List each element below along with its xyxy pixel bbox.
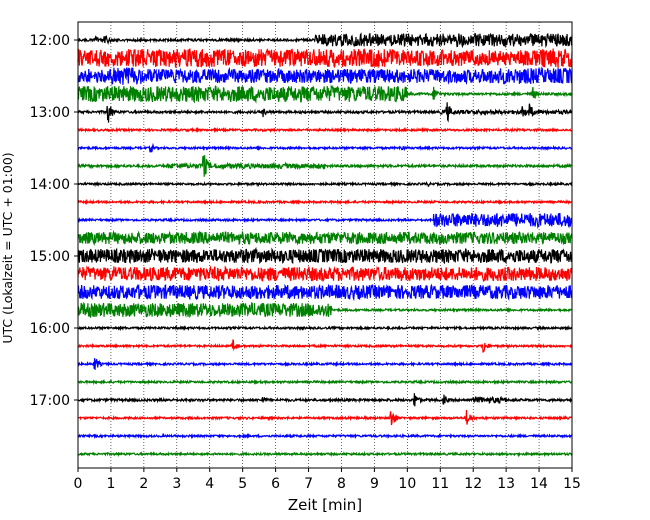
y-tick-label: 14:00	[30, 177, 70, 193]
y-tick-label: 13:00	[30, 105, 70, 121]
trace-1345	[77, 155, 573, 177]
trace-1445	[77, 229, 573, 247]
trace-1400	[77, 180, 573, 188]
trace-1230	[77, 66, 573, 86]
trace-1515	[77, 265, 573, 283]
x-tick-label: 2	[139, 476, 148, 492]
grid-lines	[110, 22, 540, 468]
trace-1415	[77, 198, 573, 206]
trace-1745	[77, 450, 573, 458]
trace-1715	[77, 409, 573, 426]
y-tick-label: 16:00	[30, 321, 70, 337]
plot-frame	[77, 21, 573, 469]
x-tick-label: 9	[370, 476, 379, 492]
x-tick-label: 7	[304, 476, 313, 492]
x-tick-label: 6	[271, 476, 280, 492]
x-tick-label: 11	[431, 476, 449, 492]
x-tick-label: 1	[106, 476, 115, 492]
seismogram-traces	[77, 32, 573, 458]
y-axis: 12:00 13:00 14:00 15:00 16:00 17:00	[30, 33, 78, 409]
x-tick-label: 12	[464, 476, 482, 492]
trace-1430	[77, 212, 573, 230]
x-axis-label: Zeit [min]	[288, 496, 362, 514]
x-tick-label: 13	[497, 476, 515, 492]
x-tick-label: 5	[238, 476, 247, 492]
y-tick-label: 15:00	[30, 249, 70, 265]
x-tick-label: 0	[74, 476, 83, 492]
trace-1615	[77, 339, 573, 353]
x-tick-label: 4	[205, 476, 214, 492]
trace-1330	[77, 142, 573, 153]
trace-1700	[77, 393, 573, 407]
x-tick-label: 14	[530, 476, 548, 492]
y-tick-label: 12:00	[30, 33, 70, 49]
trace-1730	[77, 432, 573, 440]
x-tick-label: 8	[337, 476, 346, 492]
trace-1215	[77, 47, 573, 69]
trace-1600	[77, 324, 573, 332]
y-axis-label: UTC (Lokalzeit = UTC + 01:00)	[0, 152, 15, 343]
trace-1645	[77, 378, 573, 386]
trace-1315	[77, 126, 573, 134]
trace-1300	[77, 102, 573, 123]
y-tick-label: 17:00	[30, 393, 70, 409]
x-tick-label: 3	[172, 476, 181, 492]
trace-1545	[77, 301, 573, 319]
x-tick-label: 15	[563, 476, 581, 492]
trace-1500	[77, 246, 573, 265]
trace-1200	[77, 32, 573, 49]
x-tick-label: 10	[398, 476, 416, 492]
trace-1530	[77, 283, 573, 302]
trace-1245	[77, 84, 573, 104]
trace-1630	[77, 358, 573, 370]
x-axis: 0 1 2 3 4 5 6 7 8 9 10 11 12 13 14 15	[74, 468, 581, 492]
